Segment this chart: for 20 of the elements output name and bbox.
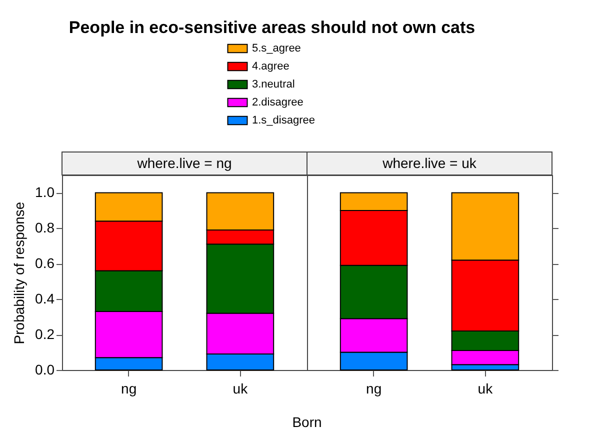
- legend-label: 3.neutral: [252, 78, 295, 90]
- y-tick-label: 0.6: [35, 255, 55, 272]
- chart-title: People in eco-sensitive areas should not own cats: [68, 18, 476, 37]
- legend-label: 5.s_agree: [252, 42, 301, 54]
- chart-subtitle: where.live = ng: [136, 155, 232, 171]
- y-axis-title: Probability of response: [11, 202, 28, 344]
- x-tick-label: ng: [121, 380, 137, 396]
- x-axis-title: Born: [292, 414, 322, 430]
- y-tick-label: 0.4: [35, 290, 55, 307]
- x-tick-label: uk: [478, 380, 494, 396]
- legend-label: 4.agree: [252, 60, 290, 72]
- y-tick-label: 0.8: [35, 220, 55, 236]
- legend-label: 2.disagree: [252, 96, 304, 108]
- x-tick-label: ng: [366, 380, 382, 396]
- y-tick-label: 0.2: [35, 326, 55, 342]
- legend-label: 1.s_disagree: [252, 114, 315, 126]
- x-tick-label: uk: [232, 380, 249, 396]
- chart-subtitle: where.live = uk: [382, 155, 478, 171]
- y-tick-label: 1.0: [35, 184, 55, 200]
- y-tick-label: 0.0: [35, 362, 55, 378]
